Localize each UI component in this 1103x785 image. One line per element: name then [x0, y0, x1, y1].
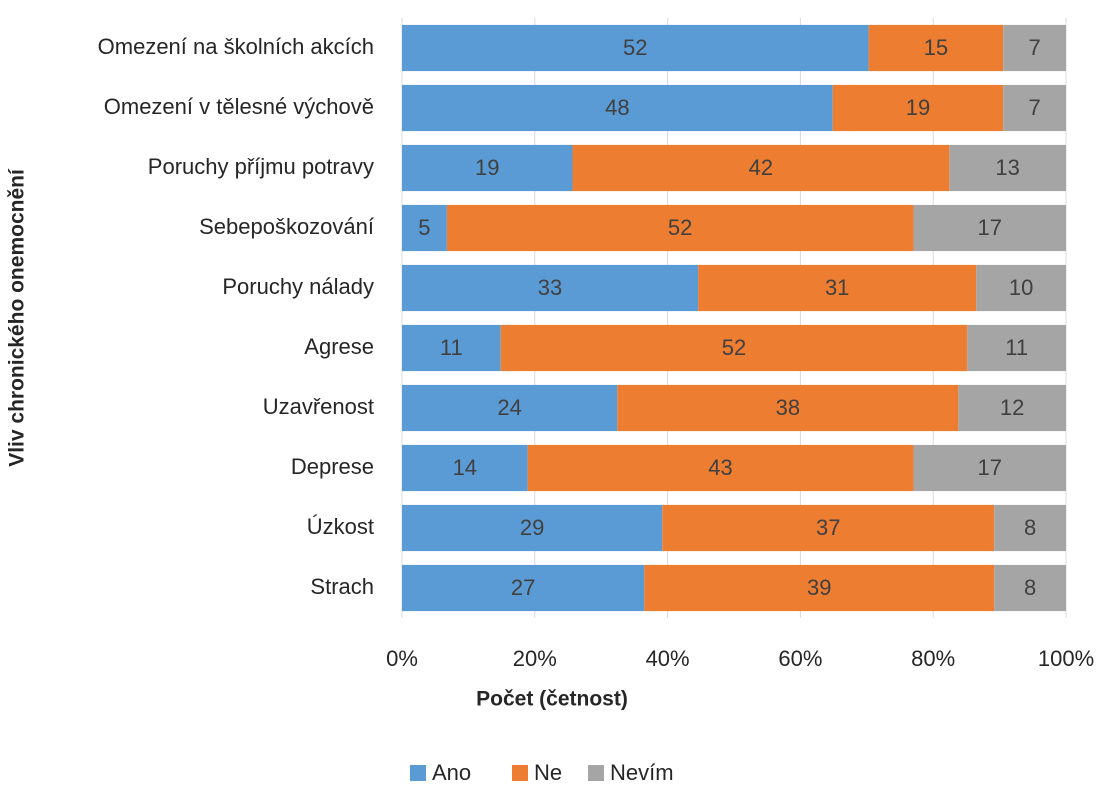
data-label: 8: [1024, 515, 1036, 540]
data-label: 13: [995, 155, 1019, 180]
y-tick-label: Deprese: [291, 454, 374, 479]
bar-segment: [949, 144, 1066, 192]
bar-segment: [402, 504, 663, 552]
bar-segment: [994, 504, 1066, 552]
y-tick-label: Poruchy příjmu potravy: [148, 154, 374, 179]
data-label: 15: [924, 35, 948, 60]
bar-segment: [500, 324, 968, 372]
x-tick-label: 0%: [386, 646, 418, 671]
bar-segment: [698, 264, 977, 312]
bar-segment: [1003, 84, 1066, 132]
legend-label: Ano: [432, 760, 471, 785]
bar-segment: [967, 324, 1066, 372]
x-tick-label: 40%: [646, 646, 690, 671]
bar-segment: [662, 504, 995, 552]
data-label: 5: [418, 215, 430, 240]
bar-segment: [976, 264, 1066, 312]
bar-segment: [446, 204, 914, 252]
data-label: 52: [623, 35, 647, 60]
data-label: 11: [1005, 335, 1028, 360]
bar-segment: [1003, 24, 1066, 72]
data-label: 8: [1024, 575, 1036, 600]
bar-segment: [913, 204, 1066, 252]
y-tick-label: Omezení na školních akcích: [98, 34, 374, 59]
bar-segment: [958, 384, 1066, 432]
data-label: 37: [816, 515, 840, 540]
data-label: 14: [453, 455, 477, 480]
data-label: 17: [977, 455, 1001, 480]
data-label: 19: [475, 155, 499, 180]
x-tick-label: 60%: [778, 646, 822, 671]
bar-segment: [572, 144, 950, 192]
bar-segment: [644, 564, 995, 612]
y-tick-label: Strach: [310, 574, 374, 599]
x-tick-label: 100%: [1038, 646, 1094, 671]
bar-segment: [402, 204, 447, 252]
bar-segment: [402, 84, 833, 132]
data-label: 7: [1028, 35, 1040, 60]
bar-segment: [402, 24, 869, 72]
legend-swatch: [588, 765, 604, 781]
data-label: 33: [538, 275, 562, 300]
data-label: 48: [605, 95, 629, 120]
data-label: 52: [722, 335, 746, 360]
data-label: 43: [708, 455, 732, 480]
legend-swatch: [512, 765, 528, 781]
x-axis-title: Počet (četnost): [476, 688, 628, 711]
y-axis-title: Vliv chronického onemocnění: [6, 168, 29, 467]
y-tick-label: Agrese: [304, 334, 374, 359]
data-label: 27: [511, 575, 535, 600]
y-tick-label: Uzavřenost: [263, 394, 374, 419]
data-label: 29: [520, 515, 544, 540]
bar-segment: [402, 444, 528, 492]
bar-segment: [402, 564, 645, 612]
bar-segment: [402, 324, 501, 372]
data-label: 52: [668, 215, 692, 240]
bar-segment: [402, 264, 699, 312]
data-label: 7: [1028, 95, 1040, 120]
data-label: 10: [1009, 275, 1033, 300]
data-label: 12: [1000, 395, 1024, 420]
legend-label: Nevím: [610, 760, 674, 785]
bar-segment: [868, 24, 1004, 72]
bar-segment: [402, 144, 573, 192]
bar-segment: [402, 384, 618, 432]
bar-segment: [994, 564, 1066, 612]
data-label: 17: [977, 215, 1001, 240]
legend-label: Ne: [534, 760, 562, 785]
x-tick-label: 20%: [513, 646, 557, 671]
data-label: 11: [440, 335, 463, 360]
data-label: 19: [906, 95, 930, 120]
data-label: 24: [497, 395, 521, 420]
data-label: 38: [776, 395, 800, 420]
bar-segment: [617, 384, 959, 432]
data-label: 31: [825, 275, 849, 300]
y-tick-label: Omezení v tělesné výchově: [104, 94, 374, 119]
bar-segment: [832, 84, 1004, 132]
bar-segment: [913, 444, 1066, 492]
bar-segment: [527, 444, 914, 492]
data-label: 39: [807, 575, 831, 600]
x-tick-label: 80%: [911, 646, 955, 671]
y-tick-label: Úzkost: [307, 514, 374, 539]
y-tick-label: Sebepoškozování: [199, 214, 374, 239]
legend-swatch: [410, 765, 426, 781]
data-label: 42: [749, 155, 773, 180]
y-tick-label: Poruchy nálady: [222, 274, 374, 299]
